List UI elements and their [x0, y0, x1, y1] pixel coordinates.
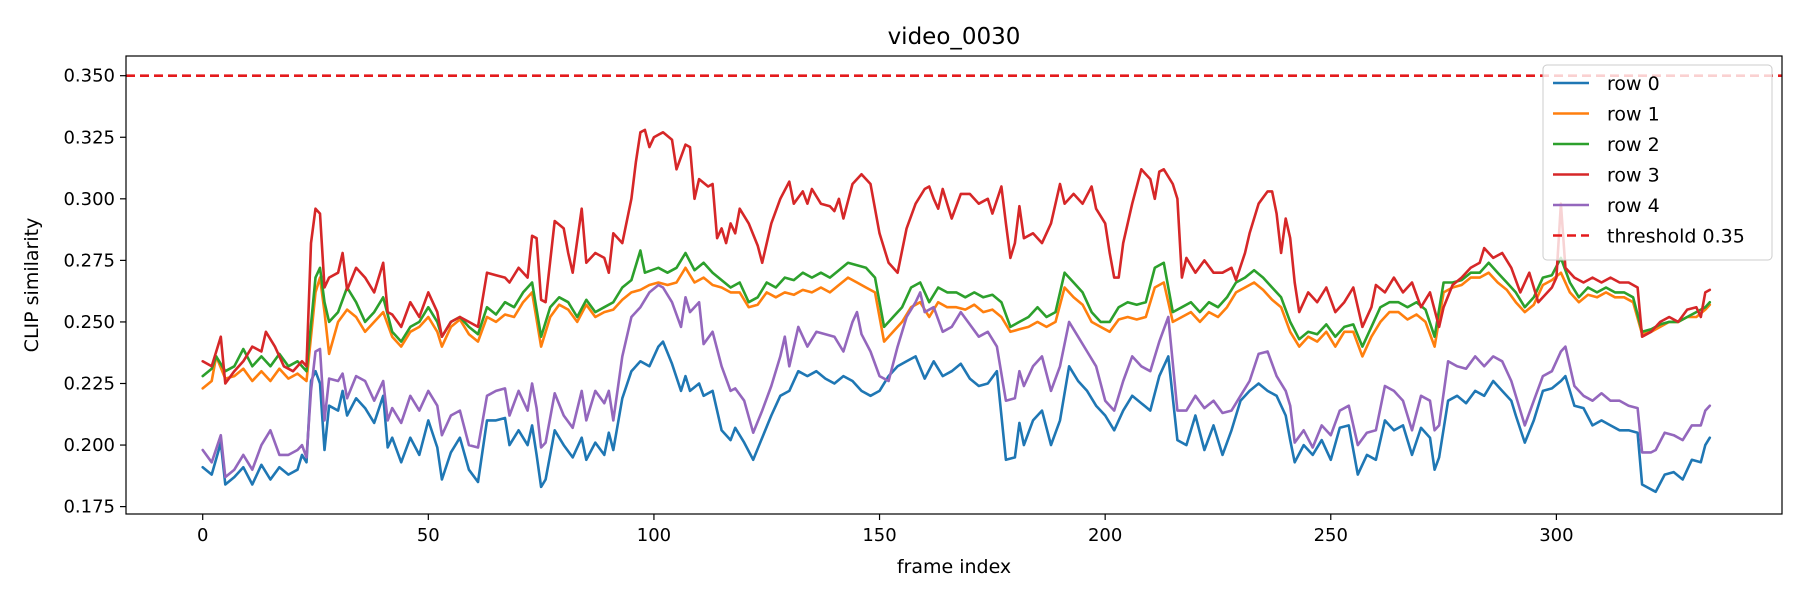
- y-axis-title: CLIP similarity: [21, 218, 43, 353]
- legend-box: [1542, 64, 1773, 261]
- x-tick-label: 150: [862, 525, 896, 546]
- legend-label: row 4: [1607, 195, 1660, 217]
- y-tick-label: 0.275: [63, 250, 115, 271]
- chart-title: video_0030: [888, 24, 1021, 50]
- y-tick-label: 0.300: [63, 189, 115, 210]
- series-line-row-3: [201, 128, 1712, 385]
- x-axis-title: frame index: [897, 556, 1011, 578]
- legend-label: row 3: [1607, 165, 1660, 187]
- legend-label: row 2: [1607, 134, 1660, 156]
- y-tick-label: 0.250: [63, 312, 115, 333]
- y-axis: 0.175 0.200 0.225 0.250 0.275 0.300 0.325 0.350: [63, 66, 126, 518]
- series-line-row-0: [201, 340, 1712, 494]
- legend-label: threshold 0.35: [1607, 226, 1745, 248]
- y-tick-label: 0.200: [63, 435, 115, 456]
- x-axis: 0 50 100 150 200 250 300: [197, 514, 1574, 546]
- legend-label: row 0: [1607, 73, 1660, 95]
- plot-area: [125, 55, 1783, 515]
- x-tick-label: 100: [637, 525, 671, 546]
- legend: row 0 row 1 row 2 row 3 row 4 threshold 0.35: [1542, 64, 1773, 261]
- y-tick-label: 0.325: [63, 127, 115, 148]
- x-tick-label: 300: [1539, 525, 1573, 546]
- x-tick-label: 250: [1314, 525, 1348, 546]
- y-tick-label: 0.350: [63, 66, 115, 87]
- x-tick-label: 200: [1088, 525, 1122, 546]
- series-layer: [201, 128, 1712, 494]
- y-tick-label: 0.175: [63, 497, 115, 518]
- legend-label: row 1: [1607, 104, 1660, 126]
- y-tick-label: 0.225: [63, 373, 115, 394]
- plot-frame: [125, 55, 1783, 515]
- x-tick-label: 0: [197, 525, 208, 546]
- series-line-row-4: [201, 283, 1712, 479]
- x-tick-label: 50: [417, 525, 440, 546]
- series-line-row-1: [201, 266, 1712, 390]
